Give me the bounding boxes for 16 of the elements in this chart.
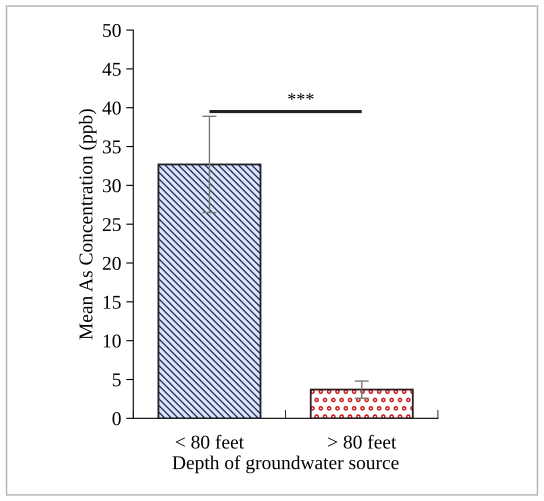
annotation: *** [288, 93, 314, 100]
y-tick-label: 50 [103, 24, 121, 37]
x-axis-title: Depth of groundwater source [172, 455, 399, 474]
y-axis-title: Mean As Concentration (ppb) [78, 109, 96, 340]
y-tick-label: 40 [102, 102, 121, 115]
y-tick-label: 35 [102, 140, 121, 154]
y-tick-label: 25 [102, 218, 121, 232]
x-tick-label: > 80 feet [328, 434, 396, 449]
y-tick-label: 30 [102, 179, 121, 192]
y-tick-label: 10 [104, 334, 121, 348]
y-tick-label: 15 [104, 296, 121, 309]
y-tick-label: 5 [112, 374, 121, 386]
x-tick-label: < 80 feet [176, 434, 244, 449]
y-tick-label: 20 [102, 256, 121, 270]
y-tick-label: 0 [112, 412, 121, 426]
y-tick-label: 45 [102, 62, 121, 76]
